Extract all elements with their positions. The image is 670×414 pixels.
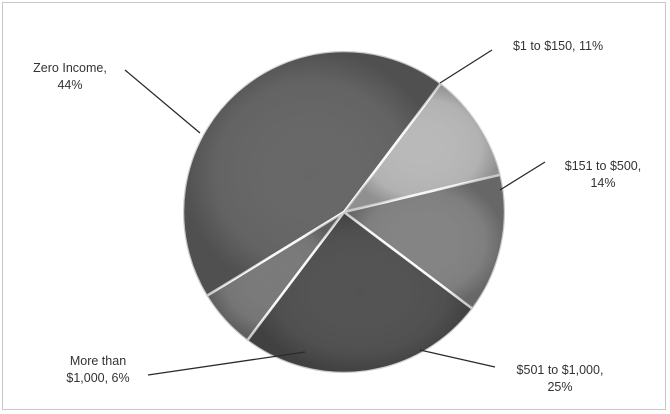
leader-line: [499, 161, 546, 191]
leader-line: [419, 349, 496, 368]
leader-line: [147, 351, 306, 376]
pie-shading: [183, 51, 505, 373]
data-label-line: 14%: [590, 176, 615, 190]
pie-slice-shade: [206, 212, 344, 341]
leader-line: [124, 69, 201, 134]
data-label: $1 to $150, 11%: [513, 39, 603, 53]
data-label-line: $1,000, 6%: [66, 371, 129, 385]
pie-slice-shade: [344, 83, 501, 213]
data-label: $501 to $1,000, 25%: [517, 363, 604, 394]
data-label-line: 25%: [547, 380, 572, 394]
pie-slice-shade: [344, 174, 505, 309]
data-label: More than $1,000, 6%: [66, 354, 129, 385]
data-label-line: More than: [70, 354, 126, 368]
pie-slice-shade: [183, 51, 441, 296]
leader-line: [439, 49, 493, 84]
label-leader-lines: [124, 49, 546, 376]
data-label-line: 44%: [57, 78, 82, 92]
data-label-line: $151 to $500,: [565, 159, 641, 173]
data-label: Zero Income, 44%: [33, 61, 107, 92]
data-label-line: Zero Income,: [33, 61, 107, 75]
data-label: $151 to $500, 14%: [565, 159, 641, 190]
data-label-line: $501 to $1,000,: [517, 363, 604, 377]
data-label-line: $1 to $150, 11%: [513, 39, 603, 53]
pie-slice-shade: [247, 212, 473, 373]
data-labels: $1 to $150, 11% $151 to $500, 14% $501 to $…: [33, 39, 641, 394]
